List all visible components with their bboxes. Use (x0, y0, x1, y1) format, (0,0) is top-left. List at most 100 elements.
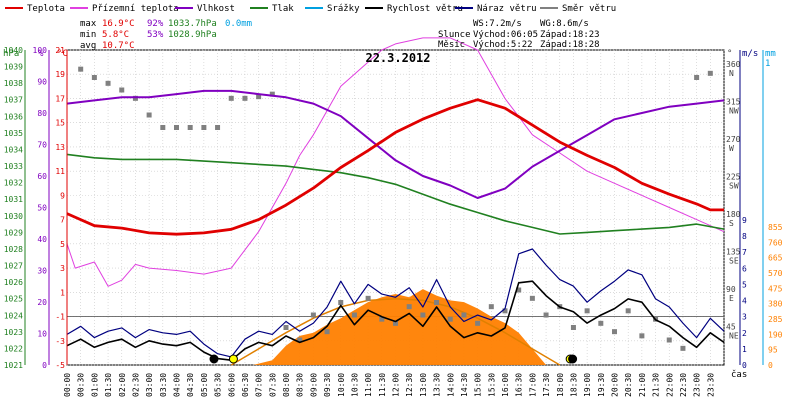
tick-dir-deg: 225 (726, 173, 741, 182)
tick-pct: 30 (37, 267, 47, 276)
tick-time: 16:30 (515, 373, 524, 397)
tick-ms: 4 (742, 297, 747, 306)
point-wind-direction (215, 125, 221, 130)
tick-hpa: 1027 (4, 262, 23, 271)
tick-temp: 19 (55, 70, 65, 79)
tick-time: 08:00 (282, 373, 291, 397)
tick-ms: 1 (742, 345, 747, 354)
tick-dir-name: NW (729, 107, 739, 116)
point-wind-direction (119, 87, 125, 93)
tick-hpa: 1030 (4, 212, 23, 221)
tick-hpa: 1028 (4, 245, 23, 254)
point-wind-direction (529, 295, 535, 301)
point-wind-direction (187, 125, 193, 130)
tick-temp: 5 (60, 240, 65, 249)
tick-temp: -5 (55, 361, 65, 370)
point-wind-direction (78, 66, 84, 72)
tick-temp: 3 (60, 264, 65, 273)
tick-time: 23:30 (706, 373, 715, 397)
legend-label: Srážky (327, 4, 360, 14)
tick-pct: 70 (37, 141, 47, 150)
tick-dir-name: E (729, 294, 734, 303)
point-wind-direction (146, 112, 152, 118)
tick-time: 04:30 (186, 373, 195, 397)
tick-hpa: 1031 (4, 195, 23, 204)
tick-time: 07:00 (255, 373, 264, 397)
tick-ms: 6 (742, 264, 747, 273)
stat-hum: 92% (147, 19, 164, 29)
tick-hpa: 1033 (4, 162, 23, 171)
tick-pct: 90 (37, 78, 47, 87)
legend-label: Tlak (272, 4, 294, 14)
stat-label: min (80, 30, 96, 40)
tick-pct: 80 (37, 109, 47, 118)
point-wind-direction (242, 95, 248, 101)
tick-time: 09:30 (323, 373, 332, 397)
point-wind-direction (324, 329, 330, 335)
point-wind-direction (310, 312, 316, 318)
tick-hpa: 1021 (4, 361, 23, 370)
tick-time: 19:00 (583, 373, 592, 397)
point-wind-direction (612, 329, 617, 335)
series-p-zemn-teplota (66, 37, 725, 287)
axis-hpa-unit: hPa (3, 49, 19, 59)
legend-label: Teplota (27, 4, 65, 14)
tick-hpa: 1029 (4, 228, 23, 237)
tick-dir-deg: 90 (726, 285, 736, 294)
point-wind-direction (132, 95, 138, 101)
tick-rad: 760 (768, 238, 783, 247)
point-wind-direction (502, 308, 508, 314)
legend-label: Náraz větru (477, 4, 537, 14)
tick-pct: 0 (42, 361, 47, 370)
marker-sun-moon (228, 354, 238, 364)
tick-time: 16:00 (501, 373, 510, 397)
stat-press: 1033.7hPa (168, 19, 217, 29)
tick-time: 10:30 (350, 373, 359, 397)
tick-dir-deg: 315 (726, 98, 741, 107)
stat-hum: 53% (147, 30, 164, 40)
chart-title: 22.3.2012 (365, 51, 430, 65)
point-wind-direction (393, 320, 398, 326)
series-n-raz-v-tru (66, 248, 725, 358)
tick-hpa: 1038 (4, 79, 23, 88)
tick-time: 05:30 (214, 373, 223, 397)
tick-hpa: 1024 (4, 311, 23, 320)
tick-time: 18:30 (569, 373, 578, 397)
tick-pct: 100 (33, 46, 48, 55)
tick-ms: 3 (742, 313, 747, 322)
tick-time: 21:00 (638, 373, 647, 397)
point-wind-direction (707, 70, 713, 76)
info-moon-label: Měsíc (438, 40, 465, 50)
tick-hpa: 1034 (4, 145, 23, 154)
tick-time: 15:30 (487, 373, 496, 397)
stat-rain: 0.0mm (225, 19, 252, 29)
tick-temp: 9 (60, 191, 65, 200)
point-wind-direction (666, 337, 672, 343)
tick-ms: 5 (742, 280, 747, 289)
tick-hpa: 1037 (4, 96, 23, 105)
point-wind-direction (351, 312, 357, 318)
tick-time: 06:00 (227, 373, 236, 397)
tick-time: 11:30 (378, 373, 387, 397)
point-wind-direction (283, 325, 289, 330)
tick-time: 02:30 (131, 373, 140, 397)
info-sun-rise: Východ:06:05 (473, 30, 538, 40)
marker-sun-moon (568, 354, 578, 364)
tick-time: 12:00 (392, 373, 401, 397)
tick-rad: 665 (768, 254, 783, 263)
tick-temp: 15 (55, 119, 65, 128)
tick-time: 13:30 (433, 373, 442, 397)
tick-time: 22:00 (665, 373, 674, 397)
point-wind-direction (228, 95, 234, 101)
point-wind-direction (365, 295, 371, 301)
point-wind-direction (584, 308, 590, 314)
point-wind-direction (447, 316, 453, 322)
info-moon-rise: Východ:5:22 (473, 40, 533, 50)
tick-time: 23:00 (693, 373, 702, 397)
tick-pct: 20 (37, 298, 47, 307)
tick-dir-name: S (729, 219, 734, 228)
tick-time: 01:30 (104, 373, 113, 397)
point-wind-direction (256, 94, 262, 100)
point-wind-direction (625, 308, 631, 314)
